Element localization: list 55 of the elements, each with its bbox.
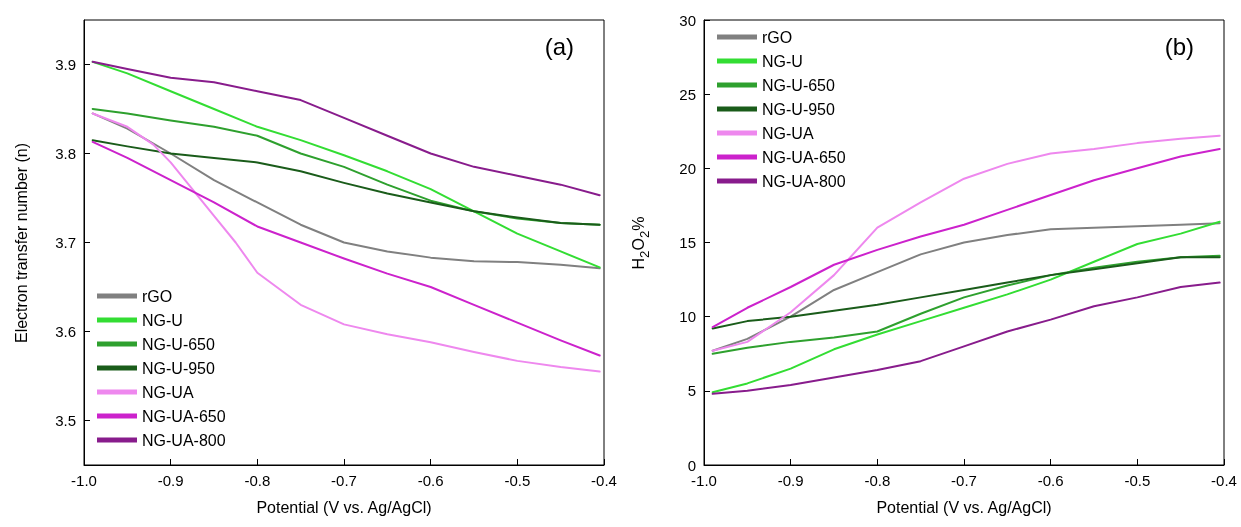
legend-label: NG-U-950 (762, 100, 836, 118)
x-tick-label: -0.7 (331, 472, 357, 489)
x-tick-label: -0.8 (244, 472, 271, 489)
y-tick-label: 3.5 (55, 412, 76, 429)
line-series (91, 139, 601, 226)
x-tick-label: -0.6 (417, 472, 444, 489)
line-series (711, 254, 1221, 355)
x-tick-label: -0.4 (591, 472, 617, 489)
x-tick-label: -0.5 (1124, 472, 1151, 489)
legend-label: NG-U-650 (142, 335, 216, 353)
legend-label: NG-U-950 (142, 359, 216, 377)
y-tick-label: 3.7 (55, 234, 76, 251)
x-tick-label: -1.0 (71, 472, 97, 489)
x-tick-label: -0.9 (157, 472, 184, 489)
legend-label: NG-UA-800 (142, 431, 226, 449)
x-tick-label: -0.7 (951, 472, 977, 489)
y-tick-label: 25 (679, 85, 696, 103)
y-tick-label: 3.6 (55, 323, 76, 340)
line-series (711, 256, 1221, 330)
line-series (711, 281, 1221, 395)
x-tick-label: -0.4 (1211, 472, 1237, 489)
legend-label: rGO (762, 28, 793, 46)
y-tick-label: 30 (679, 11, 696, 29)
x-tick-label: -1.0 (691, 472, 717, 489)
y-tick-label: 3.9 (55, 56, 76, 73)
legend-label: NG-U (762, 52, 803, 70)
legend-label: NG-UA (762, 124, 814, 142)
x-tick-label: -0.5 (504, 472, 531, 489)
line-series (711, 220, 1221, 394)
legend-label: NG-UA (142, 383, 194, 401)
legend-label: NG-U-650 (762, 76, 836, 94)
x-tick-label: -0.8 (864, 472, 891, 489)
x-axis-title: Potential (V vs. Ag/AgCl) (876, 498, 1052, 516)
y-tick-label: 10 (679, 308, 696, 326)
legend-label: NG-U (142, 311, 183, 329)
legend-label: NG-UA-650 (142, 407, 226, 425)
legend-label: NG-UA-800 (762, 172, 846, 190)
line-series (711, 222, 1221, 352)
legend-label: rGO (142, 287, 173, 305)
annotation: (a) (544, 32, 575, 60)
x-tick-label: -0.9 (777, 472, 804, 489)
y-tick-label: 3.8 (55, 145, 76, 162)
y-tick-label: 0 (687, 456, 696, 474)
line-series (91, 140, 601, 357)
line-series (91, 112, 601, 373)
x-tick-label: -0.6 (1037, 472, 1064, 489)
annotation: (b) (1164, 32, 1195, 60)
line-series (711, 148, 1221, 329)
y-tick-label: 20 (679, 159, 696, 177)
legend-label: NG-UA-650 (762, 148, 846, 166)
y-tick-label: 15 (679, 234, 696, 251)
y-tick-label: 5 (687, 382, 696, 400)
line-series (91, 60, 601, 197)
y-axis-title: Electron transfer number (n) (12, 142, 31, 343)
x-axis-title: Potential (V vs. Ag/AgCl) (256, 498, 432, 516)
